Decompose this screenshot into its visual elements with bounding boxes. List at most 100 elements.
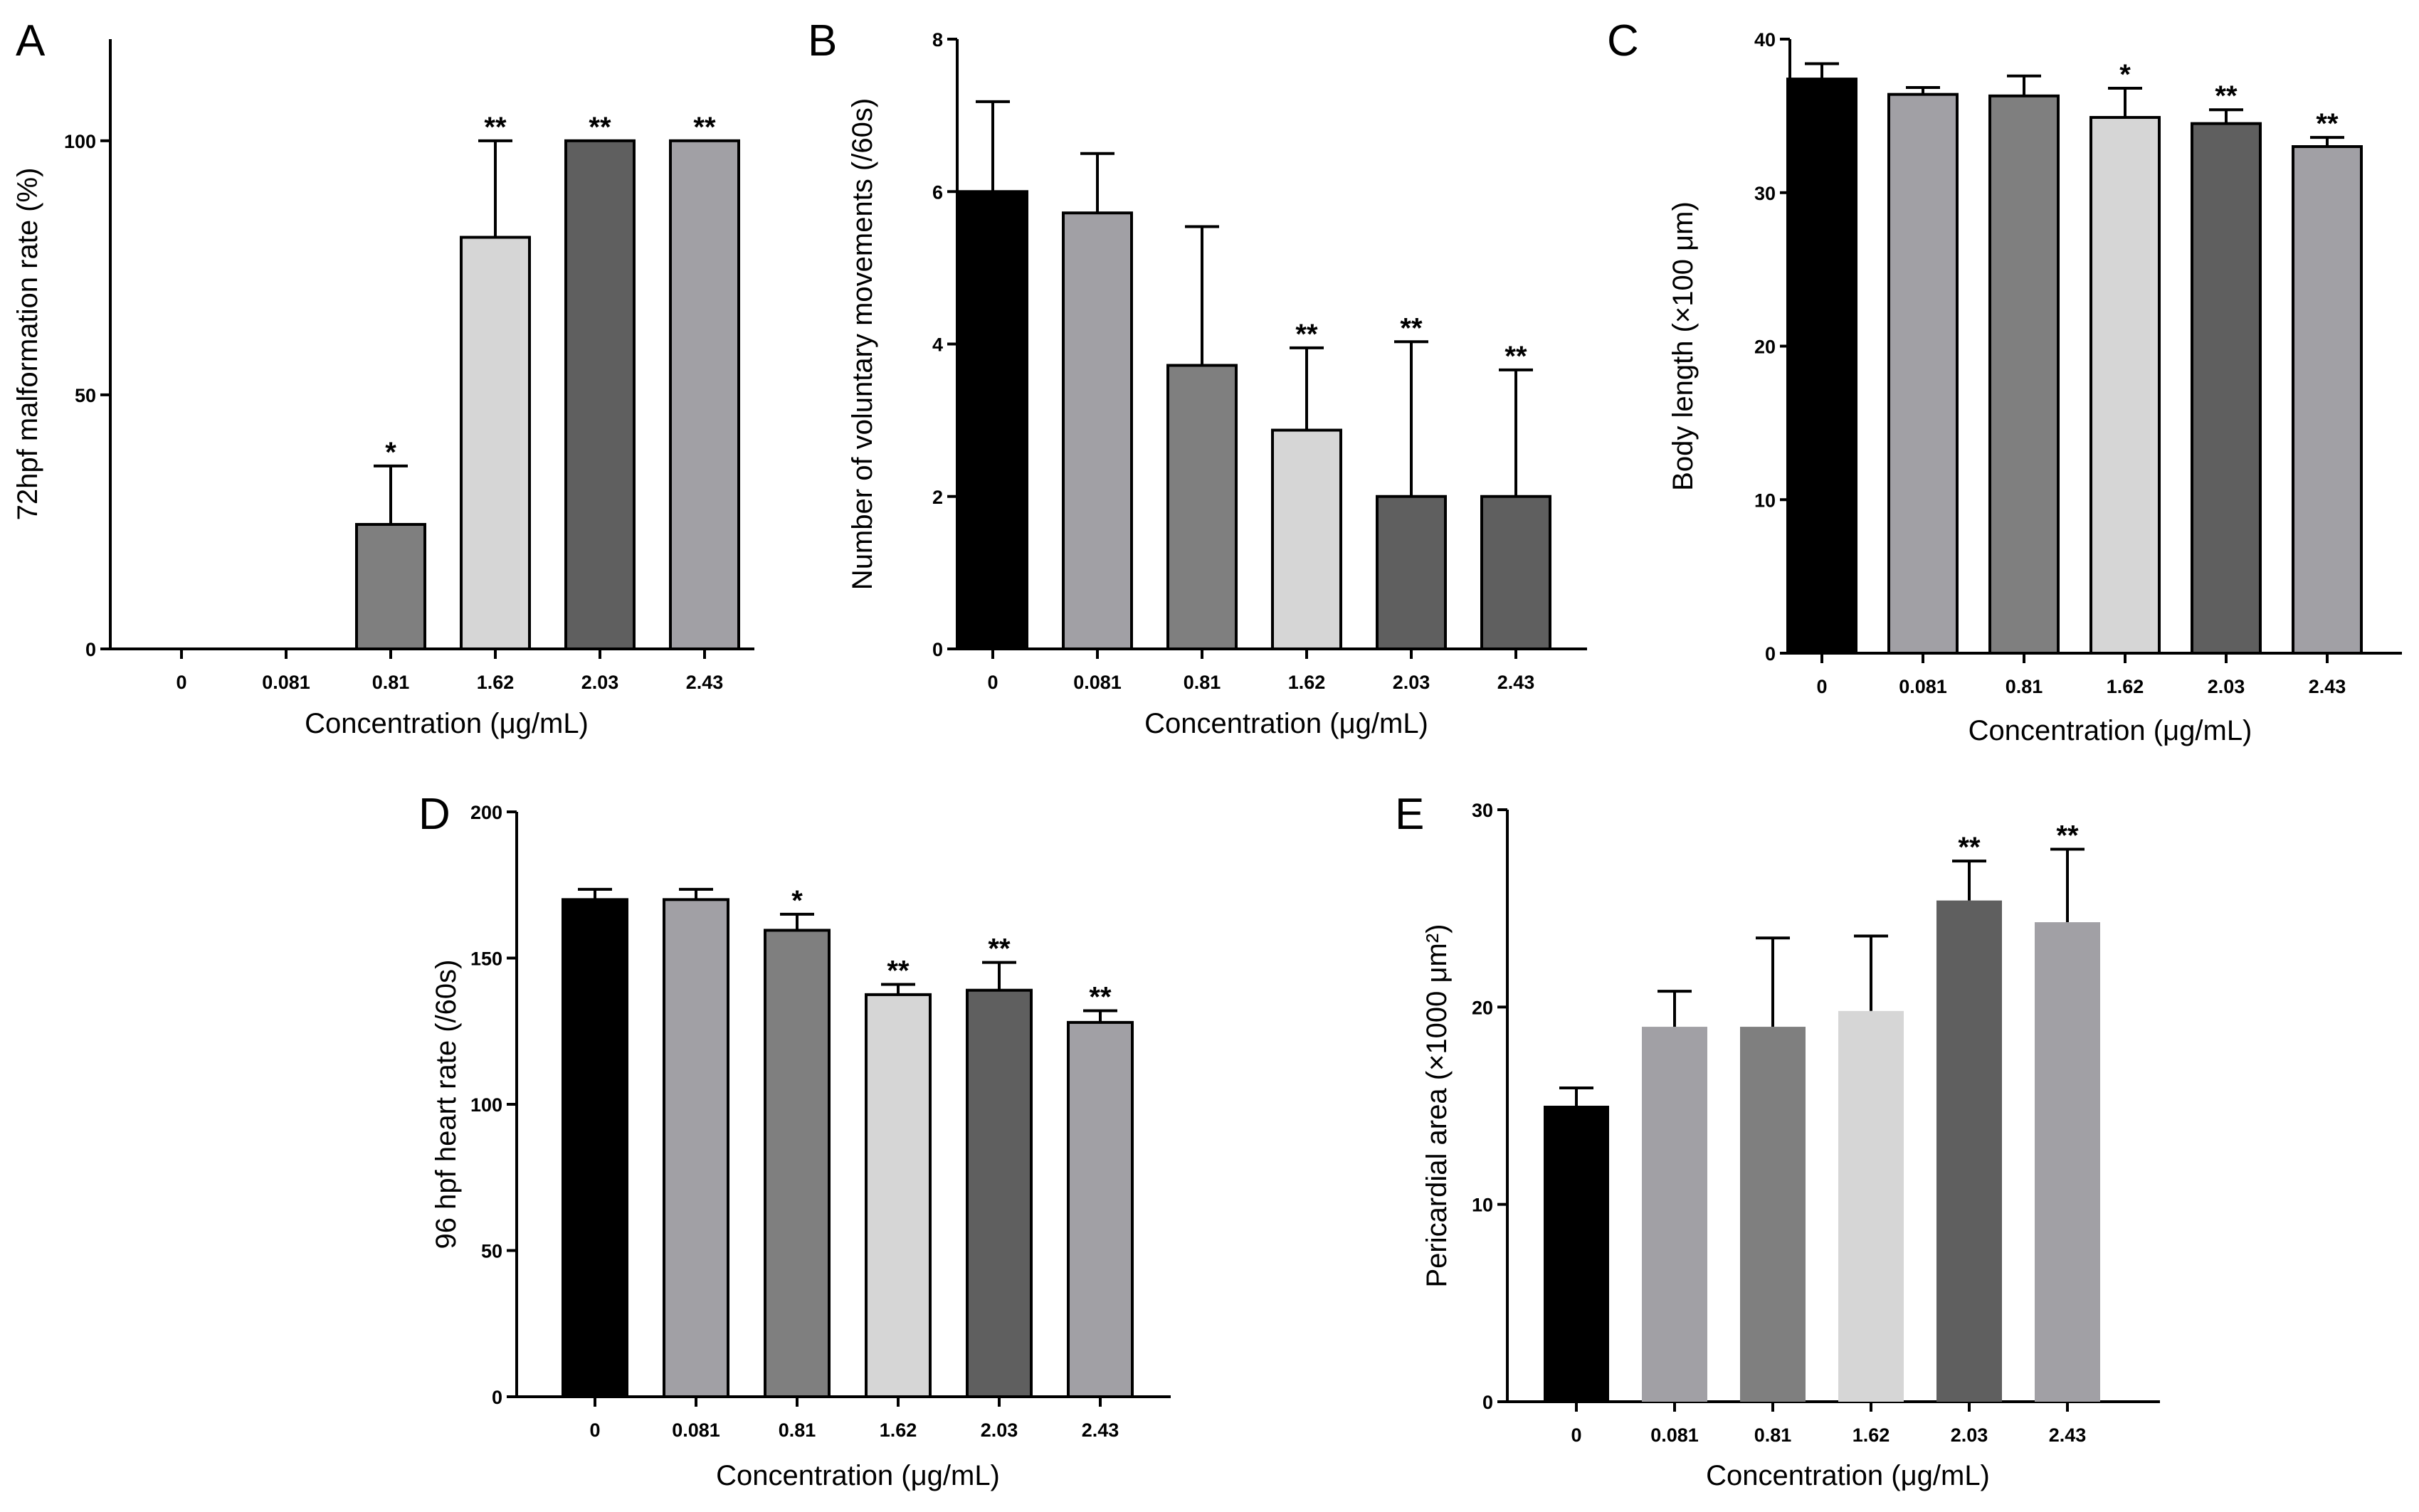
- y-tick-label: 0: [1482, 1392, 1493, 1413]
- x-axis-title: Concentration (μg/mL): [716, 1460, 1000, 1491]
- bar: [1376, 495, 1447, 650]
- y-tick-label: 100: [64, 131, 96, 152]
- x-tick-label: 2.43: [686, 672, 724, 693]
- bar: [1480, 495, 1551, 650]
- x-tick-label: 0.081: [262, 672, 310, 693]
- significance-marker: *: [2119, 59, 2131, 90]
- chart-panel-b: B 0 2 4 6 8 0 0.081 0.81 ** 1.62 ** 2.03 ** 2.43 Concen…: [808, 16, 1587, 739]
- significance-marker: **: [1295, 319, 1318, 350]
- x-tick-label: 0: [1816, 676, 1827, 697]
- y-tick-label: 200: [470, 802, 502, 823]
- significance-marker: **: [484, 112, 507, 143]
- x-axis-title: Concentration (μg/mL): [305, 708, 589, 739]
- significance-marker: **: [1504, 341, 1527, 372]
- significance-marker: **: [988, 934, 1011, 965]
- significance-marker: **: [693, 112, 716, 143]
- bar: [663, 898, 729, 1399]
- x-tick-label: 0.81: [372, 672, 410, 693]
- chart-panel-d: D 0 50 100 150 200 0 0.081 * 0.81 ** 1.62 ** 2.03 ** 2.…: [418, 790, 1171, 1491]
- bar: [1062, 211, 1133, 650]
- significance-marker: *: [385, 437, 396, 468]
- x-tick-label: 0.081: [1073, 672, 1122, 693]
- panel-label: B: [808, 16, 837, 65]
- y-tick-label: 30: [1754, 183, 1776, 204]
- bar: [1067, 1020, 1134, 1399]
- x-tick-label: 0.081: [1650, 1424, 1699, 1446]
- x-tick-label: 2.03: [1951, 1424, 1988, 1446]
- y-axis-title: Pericardial area (×1000 μm²): [1421, 924, 1453, 1287]
- panel-label: A: [16, 16, 46, 65]
- bar: [1271, 428, 1342, 651]
- bar: [355, 523, 426, 651]
- x-tick-label: 0.081: [672, 1420, 720, 1441]
- x-tick-label: 1.62: [2107, 676, 2144, 697]
- significance-marker: **: [1089, 981, 1112, 1013]
- x-tick-label: 2.03: [981, 1420, 1018, 1441]
- y-tick-label: 6: [932, 181, 943, 203]
- bar: [562, 898, 628, 1399]
- bar: [2089, 116, 2161, 655]
- x-tick-label: 0: [1571, 1424, 1581, 1446]
- y-tick-label: 4: [932, 334, 943, 356]
- y-tick-label: 0: [492, 1387, 502, 1408]
- significance-marker: **: [1400, 312, 1423, 344]
- chart-panel-a: A 0 50 100 0 0.081 * 0.81 ** 1.62 ** 2.03 ** 2.43 Conc…: [12, 16, 754, 739]
- x-axis-title: Concentration (μg/mL): [1144, 708, 1428, 739]
- chart-panel-e: E 0 10 20 30 0 0.081 0.81 1.62 ** 2.03 ** 2.43 Concen…: [1395, 790, 2160, 1491]
- bar: [1988, 94, 2060, 655]
- y-tick-label: 50: [481, 1241, 502, 1262]
- x-tick-label: 0: [987, 672, 998, 693]
- bar: [966, 988, 1033, 1398]
- bar: [1786, 78, 1857, 655]
- x-tick-label: 0: [589, 1420, 600, 1441]
- y-tick-label: 0: [1765, 643, 1776, 665]
- bar: [2292, 145, 2363, 655]
- bar: [1740, 1027, 1806, 1402]
- x-tick-label: 2.43: [1082, 1420, 1119, 1441]
- y-tick-label: 100: [470, 1094, 502, 1116]
- bar: [764, 929, 831, 1398]
- bar: [1642, 1027, 1707, 1402]
- y-tick-label: 2: [932, 487, 943, 508]
- y-tick-label: 8: [932, 29, 943, 51]
- y-axis-title: 72hpf malformation rate (%): [12, 168, 43, 521]
- bar: [1936, 900, 2002, 1402]
- y-tick-label: 50: [75, 385, 96, 406]
- x-tick-label: 1.62: [880, 1420, 917, 1441]
- bar: [460, 236, 531, 650]
- y-tick-label: 30: [1472, 800, 1493, 821]
- bar: [564, 139, 636, 651]
- panel-label: D: [418, 790, 450, 839]
- significance-marker: **: [589, 112, 611, 143]
- bar: [1544, 1106, 1609, 1402]
- bar: [2191, 122, 2262, 655]
- panel-label: C: [1607, 16, 1639, 65]
- x-tick-label: 2.03: [581, 672, 619, 693]
- y-tick-label: 0: [932, 639, 943, 660]
- x-tick-label: 1.62: [1853, 1424, 1890, 1446]
- bar: [669, 139, 740, 651]
- significance-marker: *: [791, 885, 803, 916]
- x-tick-label: 2.43: [2049, 1424, 2087, 1446]
- y-tick-label: 10: [1754, 490, 1776, 511]
- y-axis-title: Number of voluntary movements (/60s): [847, 98, 878, 590]
- x-axis-title: Concentration (μg/mL): [1706, 1460, 1990, 1491]
- y-tick-label: 10: [1472, 1195, 1493, 1216]
- x-tick-label: 0: [176, 672, 186, 693]
- significance-marker: **: [887, 955, 910, 986]
- bar: [865, 993, 932, 1398]
- significance-marker: **: [1958, 832, 1981, 863]
- bar: [2035, 922, 2100, 1402]
- x-tick-label: 0.81: [779, 1420, 816, 1441]
- bar: [957, 190, 1028, 650]
- chart-panel-c: C 0 10 20 30 40 0 0.081 0.81 * 1.62 ** 2.03 ** 2.43 Con…: [1607, 16, 2402, 746]
- y-axis-title: Body length (×100 μm): [1667, 201, 1699, 491]
- y-tick-label: 150: [470, 948, 502, 970]
- bar: [1166, 364, 1238, 650]
- significance-marker: **: [2316, 108, 2339, 139]
- x-tick-label: 1.62: [477, 672, 515, 693]
- x-tick-label: 0.81: [1184, 672, 1221, 693]
- y-tick-label: 20: [1472, 997, 1493, 1018]
- x-tick-label: 2.43: [1497, 672, 1535, 693]
